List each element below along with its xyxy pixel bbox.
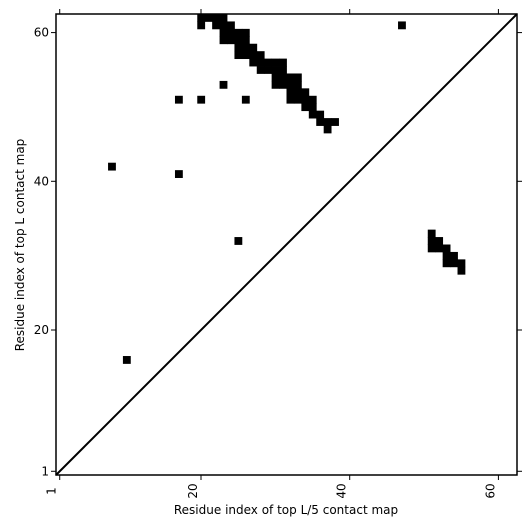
contact-cell-upper: [271, 58, 280, 67]
y-tick-label: 20: [34, 323, 49, 337]
contact-cell-upper: [279, 58, 287, 67]
contact-cell-upper: [293, 80, 302, 89]
contact-cell-upper: [301, 95, 310, 104]
contact-cell-upper: [323, 125, 332, 134]
contact-cell-upper: [227, 28, 235, 37]
contact-cell-upper: [249, 58, 258, 67]
contact-cell-lower: [234, 237, 243, 245]
contact-cell-upper: [249, 43, 258, 52]
contact-cell-lower: [450, 251, 458, 260]
contact-cell-upper: [204, 14, 213, 22]
contact-cell-upper: [293, 73, 302, 82]
contact-cell-lower: [435, 237, 444, 245]
contact-cell-upper: [241, 36, 250, 45]
contact-cell-upper: [331, 118, 339, 126]
y-tick-label: 1: [41, 464, 49, 478]
contact-cell-upper: [241, 95, 250, 104]
contact-cell-upper: [174, 95, 183, 104]
contact-cell-upper: [308, 110, 317, 119]
contact-cell-upper: [197, 21, 206, 30]
contact-cell-upper: [256, 51, 265, 60]
contact-cell-upper: [227, 21, 235, 30]
contact-cell-upper: [234, 28, 243, 37]
contact-cell-lower: [435, 244, 444, 253]
contact-cell-upper: [286, 73, 295, 82]
x-axis-label: Residue index of top L/5 contact map: [174, 503, 398, 517]
contact-cell-upper: [293, 88, 302, 97]
contact-cell-upper: [279, 80, 287, 89]
contact-cell-lower: [427, 244, 436, 253]
contact-cell-lower: [457, 266, 466, 275]
contact-cells: [108, 14, 466, 364]
contact-cell-upper: [271, 66, 280, 74]
contact-cell-upper: [219, 21, 228, 30]
contact-cell-upper: [271, 73, 280, 82]
y-tick-label: 60: [34, 26, 49, 40]
contact-cell-upper: [301, 103, 310, 112]
x-tick-label: 20: [186, 483, 200, 498]
contact-cell-upper: [197, 95, 206, 104]
contact-cell-upper: [316, 110, 325, 119]
x-tick-label: 60: [483, 483, 497, 498]
contact-cell-lower: [442, 259, 451, 268]
y-axis-label: Residue index of top L contact map: [13, 139, 27, 352]
contact-cell-lower: [122, 356, 131, 364]
contact-cell-upper: [219, 36, 228, 45]
contact-cell-lower: [427, 237, 436, 245]
contact-cell-upper: [308, 103, 317, 112]
contact-cell-lower: [442, 244, 451, 253]
contact-cell-upper: [264, 66, 273, 74]
contact-cell-upper: [234, 36, 243, 45]
contact-cell-upper: [234, 43, 243, 52]
contact-cell-upper: [108, 162, 116, 171]
contact-cell-upper: [219, 28, 228, 37]
plot-frame: [55, 13, 518, 476]
y-tick-label: 40: [34, 174, 49, 188]
contact-cell-upper: [212, 21, 220, 30]
contact-cell-upper: [241, 43, 250, 52]
contact-cell-upper: [219, 14, 228, 22]
contact-cell-upper: [286, 95, 295, 104]
x-tick-label: 1: [45, 487, 59, 495]
contact-cell-lower: [450, 259, 458, 268]
contact-cell-lower: [427, 229, 436, 238]
contact-cell-upper: [264, 58, 273, 67]
contact-cell-upper: [256, 58, 265, 67]
contact-cell-upper: [241, 28, 250, 37]
contact-cell-upper: [241, 51, 250, 60]
diagonal-line: [55, 13, 518, 476]
contact-cell-upper: [323, 118, 332, 126]
contact-cell-upper: [197, 14, 206, 22]
contact-cell-upper: [316, 118, 325, 126]
contact-cell-upper: [398, 21, 406, 30]
contact-cell-upper: [293, 95, 302, 104]
x-tick-label: 40: [335, 483, 349, 498]
contact-cell-upper: [219, 80, 228, 89]
contact-cell-upper: [301, 88, 310, 97]
contact-cell-upper: [286, 80, 295, 89]
contact-cell-upper: [212, 14, 220, 22]
axis-ticks: 1 20 40 60 1 20 40 60: [34, 9, 522, 499]
contact-cell-upper: [227, 36, 235, 45]
contact-cell-lower: [457, 259, 466, 268]
contact-cell-upper: [286, 88, 295, 97]
contact-cell-lower: [442, 251, 451, 260]
contact-cell-upper: [234, 51, 243, 60]
contact-cell-upper: [279, 66, 287, 74]
contact-cell-upper: [271, 80, 280, 89]
contact-cell-upper: [249, 51, 258, 60]
contact-cell-upper: [256, 66, 265, 74]
contact-cell-upper: [279, 73, 287, 82]
contact-cell-upper: [308, 95, 317, 104]
contact-cell-upper: [174, 170, 183, 178]
